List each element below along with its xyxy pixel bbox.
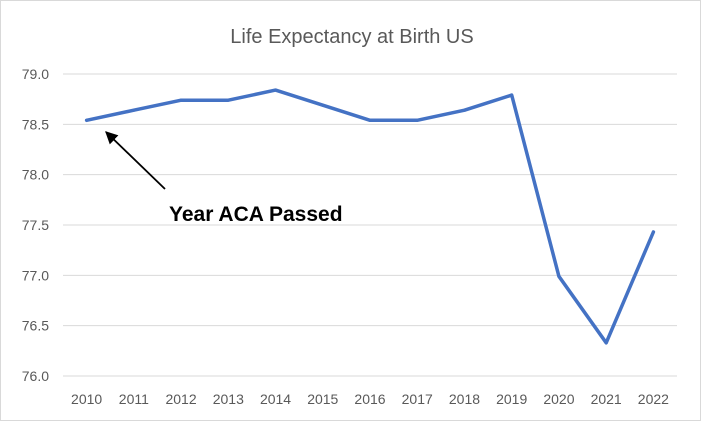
y-tick-label: 78.5 bbox=[22, 116, 49, 132]
annotation-label: Year ACA Passed bbox=[169, 203, 343, 226]
chart-title: Life Expectancy at Birth US bbox=[230, 26, 473, 48]
x-tick-label: 2015 bbox=[307, 391, 338, 407]
data-point bbox=[226, 98, 230, 102]
y-axis-ticks: 76.0 76.5 77.0 77.5 78.0 78.5 79.0 bbox=[22, 66, 49, 384]
x-tick-label: 2016 bbox=[354, 391, 385, 407]
data-point bbox=[321, 103, 325, 107]
x-tick-label: 2022 bbox=[638, 391, 669, 407]
series-layer bbox=[84, 88, 656, 345]
annotation-arrow bbox=[105, 131, 166, 190]
data-point bbox=[557, 274, 561, 278]
annotation: Year ACA Passed bbox=[105, 131, 343, 226]
data-point bbox=[604, 341, 608, 345]
x-axis-ticks: 2010 2011 2012 2013 2014 2015 2016 2017 2018 2019… bbox=[71, 391, 669, 407]
y-tick-label: 79.0 bbox=[22, 66, 49, 82]
data-point bbox=[179, 98, 183, 102]
x-tick-label: 2012 bbox=[165, 391, 196, 407]
x-tick-label: 2013 bbox=[213, 391, 244, 407]
x-tick-label: 2017 bbox=[402, 391, 433, 407]
data-point bbox=[510, 93, 514, 97]
x-tick-label: 2019 bbox=[496, 391, 527, 407]
data-point bbox=[85, 118, 89, 122]
y-tick-label: 77.0 bbox=[22, 267, 49, 283]
x-tick-label: 2020 bbox=[543, 391, 574, 407]
data-point bbox=[132, 108, 136, 112]
data-point bbox=[274, 88, 278, 92]
data-point bbox=[462, 108, 466, 112]
x-tick-label: 2011 bbox=[119, 391, 149, 407]
data-point bbox=[415, 118, 419, 122]
x-tick-label: 2018 bbox=[449, 391, 480, 407]
y-tick-label: 77.5 bbox=[22, 217, 49, 233]
y-tick-label: 78.0 bbox=[22, 167, 49, 183]
x-tick-label: 2021 bbox=[591, 391, 622, 407]
data-point bbox=[368, 118, 372, 122]
data-point bbox=[651, 230, 655, 234]
y-tick-label: 76.5 bbox=[22, 318, 49, 334]
x-tick-label: 2014 bbox=[260, 391, 291, 407]
gridlines bbox=[63, 73, 677, 377]
y-tick-label: 76.0 bbox=[22, 368, 49, 384]
x-tick-label: 2010 bbox=[71, 391, 102, 407]
